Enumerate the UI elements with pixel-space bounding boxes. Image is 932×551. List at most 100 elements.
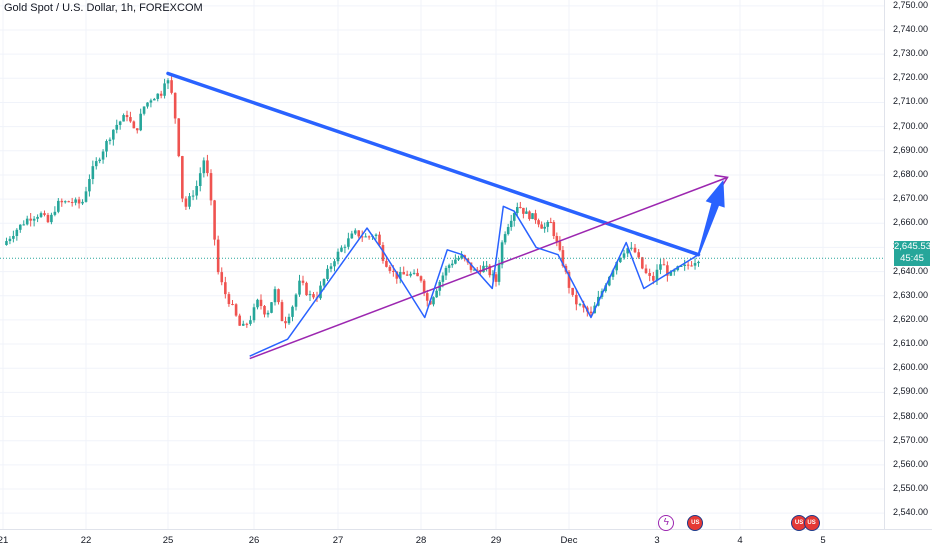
candle-body <box>558 241 562 251</box>
candle-body <box>301 280 305 283</box>
candle-body <box>500 242 504 265</box>
candle-body <box>357 230 361 237</box>
candle-body <box>319 285 322 299</box>
candle-body <box>690 265 693 267</box>
flash-icon[interactable]: ϟ <box>658 515 675 531</box>
price-tick-label: 2,750.00 <box>893 0 929 10</box>
price-tick-label: 2,640.00 <box>893 265 929 276</box>
candle-body <box>683 264 686 266</box>
price-tick-label: 2,600.00 <box>893 362 929 373</box>
candle-body <box>457 258 460 260</box>
time-tick-label: Dec <box>560 535 578 546</box>
time-tick-label: 4 <box>737 535 743 546</box>
candle-body <box>543 226 546 229</box>
candle-body <box>8 238 12 242</box>
candle-body <box>142 106 146 114</box>
candle-body <box>15 229 19 236</box>
candle-body <box>224 282 227 295</box>
candle-body <box>129 117 132 122</box>
price-tick-label: 2,720.00 <box>893 72 929 83</box>
candle-body <box>241 323 245 326</box>
candle-body <box>166 80 170 84</box>
price-axis[interactable]: 2,750.00 2,740.00 2,730.00 2,720.00 2,710.00… <box>884 0 932 550</box>
candle-body <box>425 293 429 301</box>
candle-body <box>36 216 39 219</box>
price-tick-label: 2,730.00 <box>893 48 929 59</box>
candle-body <box>364 236 367 238</box>
candle-body <box>170 80 173 93</box>
us-flag-icon[interactable]: US <box>803 515 820 531</box>
candle-body <box>567 271 571 288</box>
support-trendline <box>249 176 728 360</box>
candle-body <box>91 166 95 180</box>
candle-body <box>74 199 77 203</box>
price-tick-label: 2,610.00 <box>893 338 929 349</box>
candle-body <box>284 321 287 324</box>
candle-body <box>43 213 46 215</box>
candle-body <box>633 247 637 253</box>
candle-body <box>312 294 315 298</box>
time-tick-label: 27 <box>332 535 344 546</box>
candle-body <box>70 202 74 204</box>
candle-body <box>198 173 202 186</box>
candle-body <box>491 274 495 276</box>
candle-body <box>475 269 479 271</box>
price-tick-label: 2,690.00 <box>893 144 929 155</box>
candle-body <box>672 270 676 272</box>
candle-body <box>256 299 259 308</box>
candle-body <box>488 265 492 276</box>
bullish-arrow <box>697 179 725 255</box>
candle-body <box>447 265 451 268</box>
candle-body <box>101 151 105 160</box>
time-tick-label: 25 <box>162 535 174 546</box>
candle-body <box>460 255 463 259</box>
candle-body <box>115 124 119 130</box>
candle-body <box>405 274 409 276</box>
candle-body <box>280 302 284 322</box>
candle-body <box>666 265 669 276</box>
candle-body <box>333 261 336 267</box>
candle-body <box>188 196 191 207</box>
resistance-trendline <box>166 71 701 257</box>
candle-body <box>615 262 618 271</box>
candle-body <box>347 238 350 247</box>
candle-body <box>305 282 308 296</box>
time-tick-label: 22 <box>80 535 92 546</box>
candle-body <box>367 236 371 238</box>
candle-body <box>326 268 329 280</box>
candle-body <box>277 289 280 303</box>
time-tick-label: 29 <box>490 535 502 546</box>
candle-body <box>46 214 50 223</box>
candle-body <box>322 279 326 286</box>
price-tick-label: 2,560.00 <box>893 458 929 469</box>
candle-body <box>238 315 241 326</box>
candle-body <box>146 102 149 107</box>
candle-body <box>693 263 697 266</box>
candle-body <box>181 156 184 199</box>
time-tick-label: 21 <box>0 535 9 546</box>
candle-body <box>231 304 234 306</box>
candle-body <box>135 128 139 131</box>
candle-body <box>156 93 160 99</box>
candle-body <box>497 264 501 282</box>
candle-body <box>552 222 556 237</box>
candle-body <box>108 139 112 142</box>
candle-body <box>53 211 57 215</box>
us-flag-icon[interactable]: US <box>687 515 704 531</box>
candle-body <box>159 93 163 96</box>
candle-body <box>220 272 224 283</box>
candle-body <box>287 316 291 324</box>
candle-body <box>132 121 136 129</box>
candle-body <box>84 191 88 202</box>
price-tick-label: 2,740.00 <box>893 23 929 34</box>
candle-body <box>191 195 195 197</box>
candle-body <box>534 213 537 221</box>
candle-body <box>522 207 525 214</box>
candle-body <box>245 323 249 325</box>
time-axis[interactable]: 21 22 25 26 27 28 29 Dec 3 4 5 <box>0 529 932 551</box>
price-tick-label: 2,570.00 <box>893 434 929 445</box>
candle-body <box>329 266 333 269</box>
candle-body <box>216 239 220 273</box>
candle-body <box>419 276 423 281</box>
